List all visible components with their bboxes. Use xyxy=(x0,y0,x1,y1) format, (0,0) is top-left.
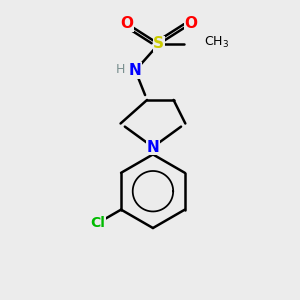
Text: Cl: Cl xyxy=(91,216,106,230)
Text: O: O xyxy=(120,16,133,31)
Text: N: N xyxy=(147,140,159,154)
Text: S: S xyxy=(153,37,164,52)
Text: H: H xyxy=(116,63,125,76)
Text: N: N xyxy=(129,63,142,78)
Text: O: O xyxy=(185,16,198,31)
Text: CH$_3$: CH$_3$ xyxy=(205,35,230,50)
